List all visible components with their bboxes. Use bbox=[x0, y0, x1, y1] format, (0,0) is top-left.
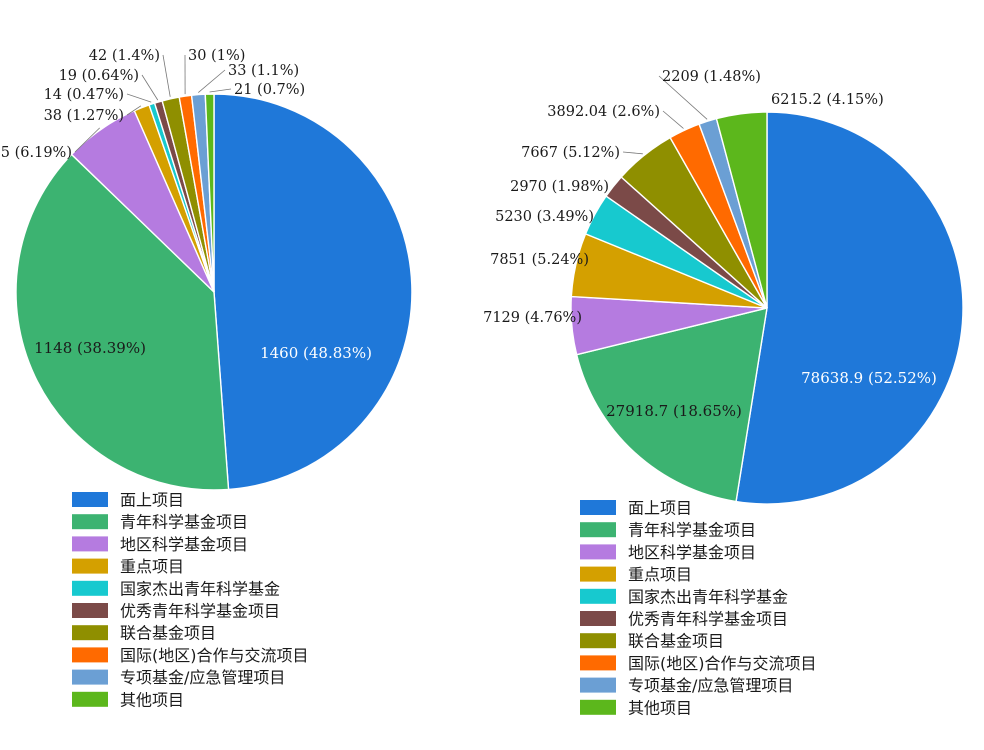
data-label: 78638.9 (52.52%) bbox=[801, 369, 937, 387]
legend-swatch bbox=[72, 492, 108, 507]
legend-swatch bbox=[72, 647, 108, 663]
legend-swatch bbox=[72, 514, 108, 530]
legend-label: 地区科学基金项目 bbox=[120, 535, 248, 554]
legend-swatch bbox=[580, 699, 616, 715]
leader-line bbox=[126, 105, 142, 116]
legend-swatch bbox=[72, 536, 108, 552]
data-label: 7851 (5.24%) bbox=[490, 252, 589, 268]
data-label: 5230 (3.49%) bbox=[495, 209, 594, 225]
legend-label: 联合基金项目 bbox=[120, 624, 216, 643]
legend-swatch bbox=[580, 500, 616, 515]
leader-line bbox=[74, 127, 100, 153]
legend-label: 国际(地区)合作与交流项目 bbox=[120, 646, 309, 665]
legend-swatch bbox=[72, 669, 108, 685]
data-label: 33 (1.1%) bbox=[228, 63, 299, 79]
leader-line bbox=[141, 74, 159, 101]
legend-swatch bbox=[580, 611, 616, 626]
legend-label: 其他项目 bbox=[628, 698, 692, 717]
pie-slice-2 bbox=[15, 153, 230, 491]
leader-line bbox=[209, 88, 232, 93]
legend-label: 青年科学基金项目 bbox=[628, 521, 756, 540]
data-label: 30 (1%) bbox=[188, 48, 245, 64]
legend-label: 优秀青年科学基金项目 bbox=[120, 602, 280, 621]
legend-label: 青年科学基金项目 bbox=[120, 513, 248, 532]
data-label: 2209 (1.48%) bbox=[662, 69, 761, 85]
leader-line bbox=[662, 110, 684, 129]
legend-label: 重点项目 bbox=[628, 565, 692, 584]
data-label: 6215.2 (4.15%) bbox=[771, 92, 884, 108]
data-label: 185 (6.19%) bbox=[0, 145, 72, 161]
legend-label: 国家杰出青年科学基金 bbox=[628, 587, 788, 606]
legend-swatch bbox=[72, 603, 108, 618]
legend-label: 专项基金/应急管理项目 bbox=[628, 676, 793, 695]
data-label: 14 (0.47%) bbox=[44, 87, 124, 103]
legend-swatch bbox=[580, 588, 616, 604]
legend-label: 面上项目 bbox=[628, 499, 692, 518]
legend-label: 其他项目 bbox=[120, 690, 184, 709]
data-label: 1460 (48.83%) bbox=[260, 344, 372, 362]
legend-label: 联合基金项目 bbox=[628, 632, 724, 651]
legend-label: 国际(地区)合作与交流项目 bbox=[628, 654, 817, 673]
data-label: 7667 (5.12%) bbox=[521, 145, 620, 161]
pie-slice-1 bbox=[735, 111, 964, 505]
leader-line bbox=[198, 69, 226, 93]
data-label: 38 (1.27%) bbox=[44, 108, 124, 124]
pie-slice-10 bbox=[715, 111, 768, 309]
data-label: 27918.7 (18.65%) bbox=[606, 402, 742, 420]
leader-line bbox=[658, 75, 708, 120]
legend-swatch bbox=[72, 625, 108, 641]
legend-label: 优秀青年科学基金项目 bbox=[628, 610, 788, 629]
data-label: 19 (0.64%) bbox=[59, 68, 139, 84]
legend-2: 面上项目青年科学基金项目地区科学基金项目重点项目国家杰出青年科学基金优秀青年科学… bbox=[580, 499, 817, 717]
legend-label: 地区科学基金项目 bbox=[628, 543, 756, 562]
pie-slice-2 bbox=[575, 307, 768, 503]
leader-line bbox=[162, 54, 171, 97]
legend-swatch bbox=[580, 566, 616, 582]
legend-swatch bbox=[580, 633, 616, 649]
pie-chart-1: 1460 (48.83%) 1148 (38.39%) 185 (6.19%) 38 … bbox=[0, 48, 413, 491]
legend-swatch bbox=[580, 522, 616, 538]
data-label: 7129 (4.76%) bbox=[483, 310, 582, 326]
legend-1: 面上项目青年科学基金项目地区科学基金项目重点项目国家杰出青年科学基金优秀青年科学… bbox=[72, 491, 309, 709]
legend-label: 专项基金/应急管理项目 bbox=[120, 668, 285, 687]
pie-slice-10 bbox=[204, 93, 215, 293]
leader-line bbox=[126, 93, 152, 103]
legend-swatch bbox=[72, 558, 108, 574]
legend-swatch bbox=[580, 655, 616, 671]
leader-line bbox=[622, 151, 643, 155]
data-label: 42 (1.4%) bbox=[89, 48, 160, 64]
data-label: 21 (0.7%) bbox=[234, 82, 305, 98]
legend-swatch bbox=[580, 677, 616, 693]
data-label: 3892.04 (2.6%) bbox=[547, 104, 660, 120]
legend-swatch bbox=[72, 580, 108, 596]
legend-label: 面上项目 bbox=[120, 491, 184, 510]
data-label: 1148 (38.39%) bbox=[34, 339, 146, 357]
legend-label: 重点项目 bbox=[120, 557, 184, 576]
pie-chart-2: 78638.9 (52.52%) 27918.7 (18.65%) 7129 (4.… bbox=[483, 69, 964, 505]
legend-swatch bbox=[72, 691, 108, 707]
pie-slice-1 bbox=[213, 93, 413, 491]
data-label: 2970 (1.98%) bbox=[510, 179, 609, 195]
legend-label: 国家杰出青年科学基金 bbox=[120, 579, 280, 598]
legend-swatch bbox=[580, 544, 616, 560]
